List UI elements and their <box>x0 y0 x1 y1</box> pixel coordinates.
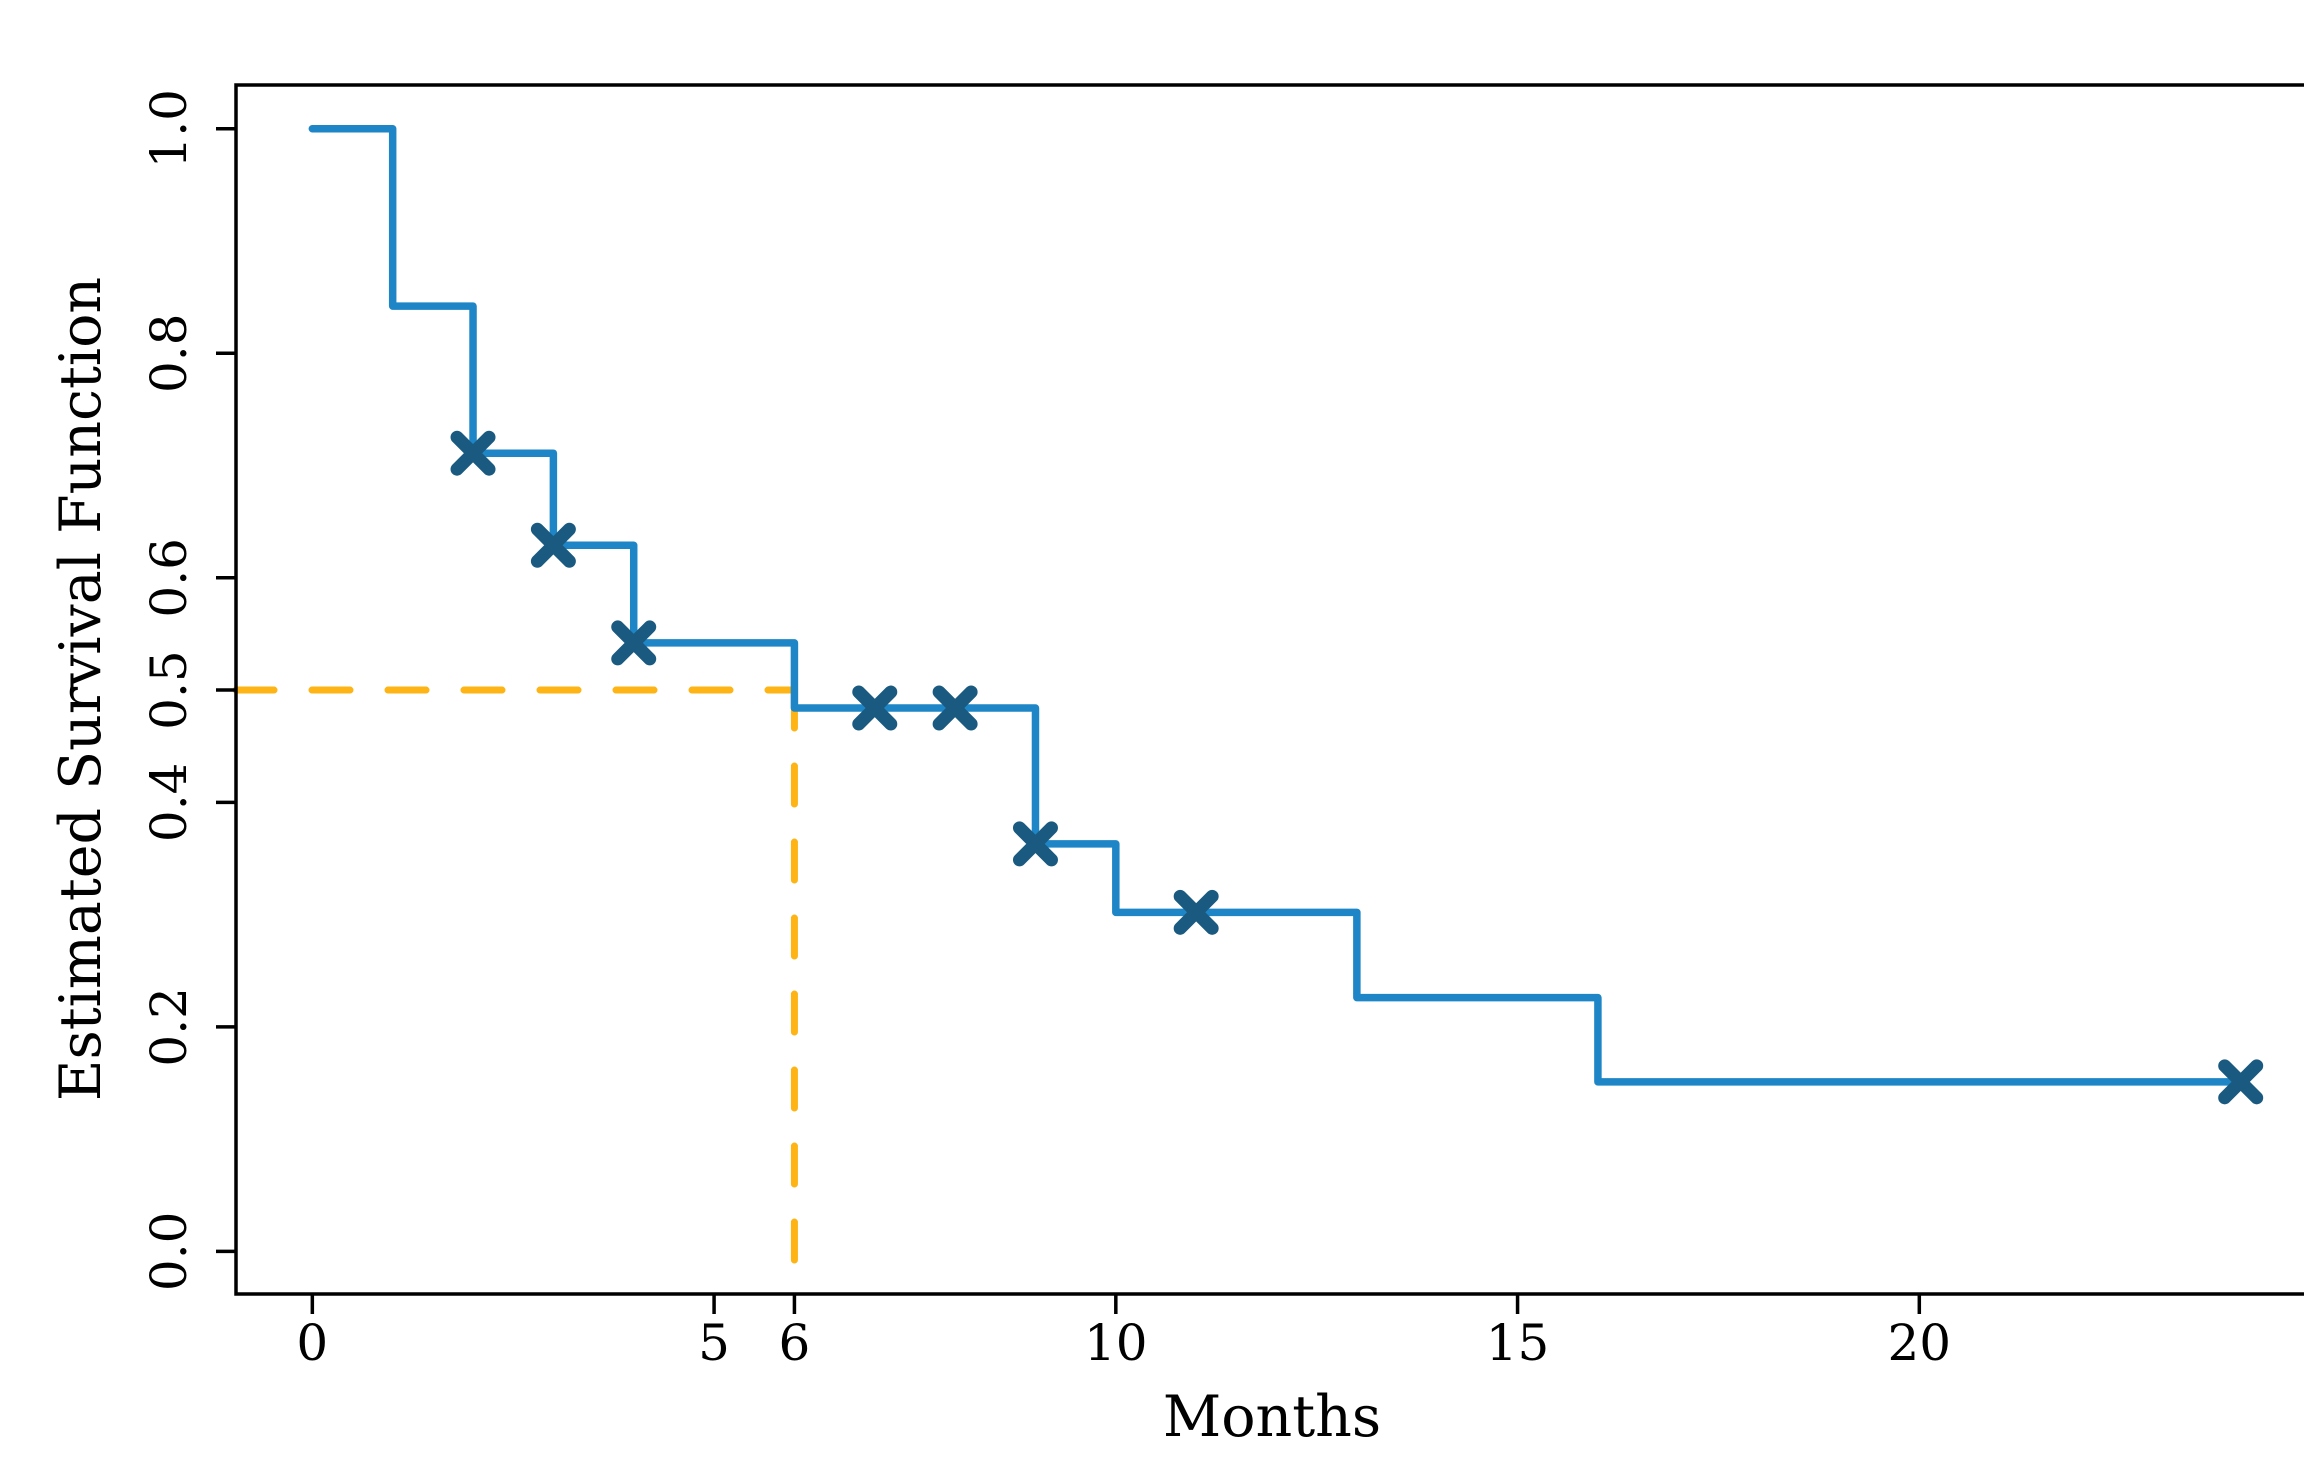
censored-marker <box>1173 889 1219 935</box>
x-tick-label: 6 <box>779 1314 811 1372</box>
censored-marker <box>852 685 898 731</box>
y-tick-label: 0.2 <box>140 987 198 1067</box>
censored-marker <box>450 430 496 476</box>
censored-marker <box>2218 1059 2264 1105</box>
median-annotation-layer <box>232 686 798 1298</box>
survival-step-curve <box>308 125 2245 1086</box>
censored-marker <box>530 522 576 568</box>
censored-markers-layer <box>450 430 2264 1105</box>
y-tick-label: 1.0 <box>140 89 198 169</box>
censored-marker <box>1012 821 1058 867</box>
y-tick-label: 0.6 <box>140 538 198 618</box>
y-tick-label: 0.5 <box>140 650 198 730</box>
x-axis-label: Months <box>1163 1384 1381 1450</box>
survival-plot-figure: 0 5 6 10 15 20 0.0 0.2 0.4 0.5 0.6 0.8 1.0 Months Es… <box>40 16 2304 1456</box>
survival-curve-layer <box>308 125 2245 1086</box>
plot-background <box>40 16 2304 1456</box>
survival-chart-canvas: 0 5 6 10 15 20 0.0 0.2 0.4 0.5 0.6 0.8 1.0 Months Es… <box>40 16 2304 1456</box>
y-tick-label: 0.8 <box>140 314 198 394</box>
x-tick-label: 20 <box>1887 1314 1951 1372</box>
x-tick-label: 10 <box>1084 1314 1148 1372</box>
axes-layer: 0 5 6 10 15 20 0.0 0.2 0.4 0.5 0.6 0.8 1.0 <box>140 83 2304 1372</box>
censored-marker <box>932 685 978 731</box>
y-axis-label: Estimated Survival Function <box>48 277 114 1101</box>
y-tick-label: 0.4 <box>140 763 198 843</box>
x-tick-label: 15 <box>1486 1314 1550 1372</box>
y-tick-label: 0.0 <box>140 1212 198 1292</box>
x-tick-label: 5 <box>698 1314 730 1372</box>
x-tick-label: 0 <box>296 1314 328 1372</box>
censored-marker <box>611 620 657 666</box>
